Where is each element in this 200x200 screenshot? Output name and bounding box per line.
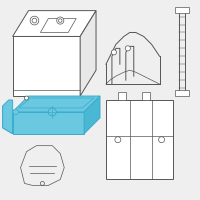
Circle shape [25, 96, 29, 100]
Circle shape [115, 137, 121, 143]
Circle shape [32, 18, 37, 23]
Polygon shape [3, 106, 13, 134]
Circle shape [125, 46, 130, 51]
Polygon shape [13, 96, 100, 112]
Polygon shape [106, 100, 173, 179]
Circle shape [111, 50, 116, 55]
Circle shape [57, 17, 64, 24]
Polygon shape [175, 7, 189, 13]
Circle shape [159, 137, 165, 143]
Polygon shape [80, 11, 96, 96]
Polygon shape [40, 19, 76, 32]
Polygon shape [13, 112, 84, 134]
Polygon shape [142, 92, 150, 100]
Circle shape [30, 16, 39, 25]
Polygon shape [3, 100, 13, 134]
Polygon shape [84, 96, 100, 134]
Circle shape [48, 108, 56, 116]
Polygon shape [13, 36, 80, 96]
Polygon shape [19, 98, 94, 108]
Polygon shape [13, 11, 96, 36]
Circle shape [13, 109, 18, 115]
Circle shape [58, 19, 62, 22]
Polygon shape [175, 90, 189, 96]
Polygon shape [118, 92, 126, 100]
